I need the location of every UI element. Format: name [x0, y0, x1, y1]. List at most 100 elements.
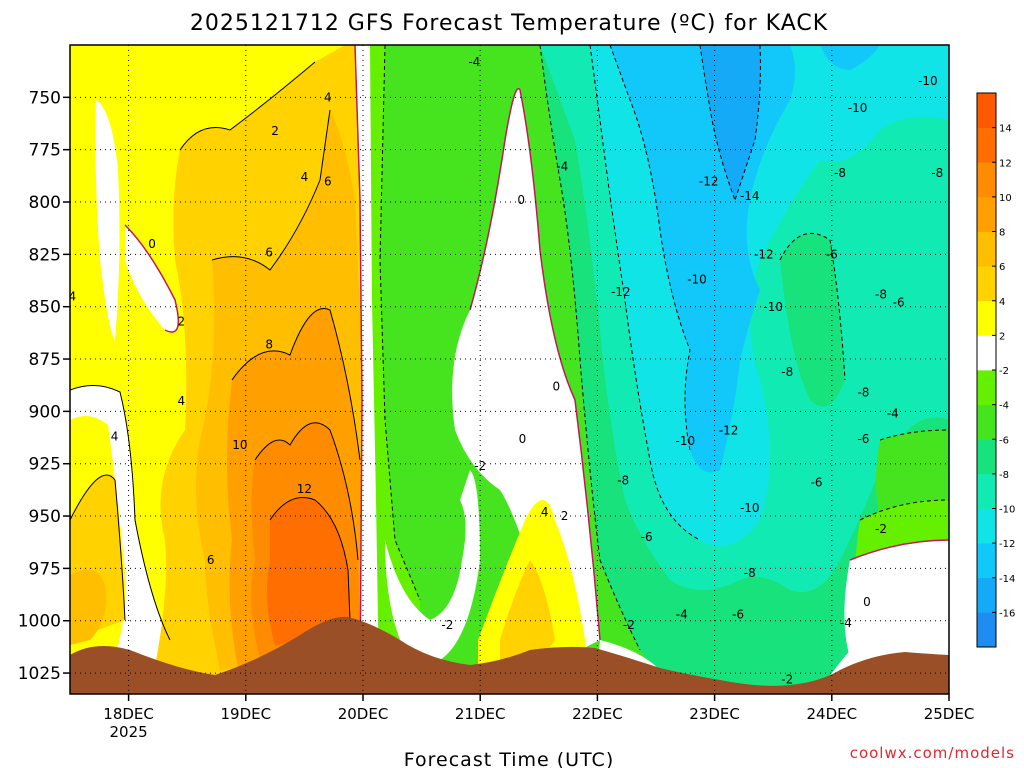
y-tick-label: 925 — [29, 455, 61, 475]
contour-label: -12 — [611, 285, 631, 299]
cold-band-minus12-right — [820, 45, 880, 70]
colorbar-swatch — [977, 300, 996, 336]
contour-line-cold — [609, 45, 691, 451]
colorbar-label: 14 — [999, 124, 1012, 135]
contour-label: -10 — [848, 101, 868, 115]
colorbar-swatch — [977, 127, 996, 163]
contour-label: -4 — [840, 616, 852, 630]
contour-label: 0 — [148, 237, 156, 251]
colorbar-label: -2 — [999, 366, 1009, 377]
x-axis-label: Forecast Time (UTC) — [404, 749, 614, 768]
colorbar-swatch — [977, 196, 996, 232]
contour-label: 4 — [111, 430, 119, 444]
colorbar-swatch — [977, 93, 996, 129]
contour-label: -12 — [754, 248, 774, 262]
contour-line-warm — [231, 308, 361, 461]
contour-label: 4 — [69, 289, 77, 303]
contour-label: -12 — [699, 174, 719, 188]
contour-line-warm — [269, 497, 351, 621]
contour-label: -10 — [687, 273, 707, 287]
contour-label: -14 — [740, 189, 760, 203]
contour-label: 10 — [232, 438, 247, 452]
colorbar-swatch — [977, 370, 996, 406]
contour-label: -8 — [744, 566, 756, 580]
contour-label: -10 — [763, 300, 783, 314]
contour-lines-dashed — [379, 45, 949, 651]
contour-line-warm — [179, 61, 316, 151]
colorbar-swatch — [977, 162, 996, 198]
contour-label: -6 — [893, 296, 905, 310]
plot-frame — [69, 44, 950, 695]
contour-label: 0 — [863, 595, 871, 609]
y-tick-label: 1000 — [18, 612, 61, 632]
contour-line-cold — [859, 499, 949, 521]
cold-white-right — [844, 540, 949, 680]
x-tick-year: 2025 — [110, 723, 148, 741]
y-tick-label: 950 — [29, 507, 61, 527]
contour-label: -6 — [811, 476, 823, 490]
contour-label: 4 — [301, 170, 309, 184]
contour-line-warm — [254, 422, 359, 561]
contour-label: -4 — [887, 407, 899, 421]
y-axis: 750 775 800 825 850 875 900 925 950 975 1000 1025 — [18, 88, 70, 684]
contour-label: -10 — [675, 434, 695, 448]
contour-label: 8 — [265, 338, 273, 352]
y-tick-label: 1025 — [18, 664, 61, 684]
contour-line-cold — [539, 45, 641, 651]
contour-label: 6 — [265, 245, 273, 259]
contour-label: 0 — [553, 379, 561, 393]
contour-label: -6 — [641, 530, 653, 544]
colorbar-swatch — [977, 508, 996, 544]
y-tick-label: 750 — [29, 88, 61, 108]
contour-label: -2 — [781, 673, 793, 687]
warm-white-strip-a — [95, 100, 120, 340]
contour-label: -10 — [918, 74, 938, 88]
contour-label: -2 — [474, 459, 486, 473]
x-tick-label: 19DEC — [221, 705, 272, 723]
contour-line-cold — [379, 45, 421, 601]
contour-label: -10 — [740, 501, 760, 515]
x-tick-label: 20DEC — [338, 705, 389, 723]
colorbar-swatch — [977, 335, 996, 371]
contour-label: 4 — [178, 394, 186, 408]
contour-lines — [70, 61, 361, 641]
contour-label: -8 — [781, 365, 793, 379]
contour-label: 2 — [178, 315, 186, 329]
colorbar-label: 8 — [999, 228, 1005, 239]
contour-line-cold — [589, 45, 701, 541]
cold-band-minus14 — [700, 45, 761, 200]
contour-label: -2 — [623, 618, 635, 632]
colorbar: -16 -14 -12 -10 -8 -6 -4 -2 2 4 6 8 10 12 14 — [976, 92, 1015, 648]
y-tick-label: 775 — [29, 141, 61, 161]
colorbar-label: -10 — [999, 505, 1015, 516]
colorbar-swatch — [977, 266, 996, 302]
freezing-line — [469, 87, 601, 641]
x-tick-label: 22DEC — [572, 705, 623, 723]
y-tick-label: 825 — [29, 245, 61, 265]
y-tick-label: 875 — [29, 350, 61, 370]
contour-label: -8 — [617, 474, 629, 488]
x-tick-label: 24DEC — [807, 705, 858, 723]
x-tick-label: 21DEC — [455, 705, 506, 723]
contour-label: 0 — [519, 432, 527, 446]
contour-label: 2 — [561, 509, 569, 523]
colorbar-label: 10 — [999, 193, 1012, 204]
colorbar-label: -16 — [999, 608, 1015, 619]
credit-text[interactable]: coolwx.com/models — [850, 744, 1015, 762]
warm-band-12 — [266, 497, 350, 645]
contour-label: -6 — [732, 608, 744, 622]
y-tick-label: 850 — [29, 298, 61, 318]
contour-label: -4 — [556, 160, 568, 174]
chart-title: 2025121712 GFS Forecast Temperature (ºC)… — [190, 11, 828, 36]
contour-line-warm — [70, 474, 126, 621]
contour-line-warm — [70, 385, 171, 641]
freezing-line — [354, 45, 363, 691]
freezing-lines — [124, 45, 949, 691]
colorbar-label: -12 — [999, 539, 1015, 550]
colorbar-swatch — [977, 439, 996, 475]
colorbar-label: 4 — [999, 297, 1005, 308]
contour-label: -4 — [676, 608, 688, 622]
contour-label: -6 — [857, 432, 869, 446]
warm-white-strip-b — [125, 225, 179, 332]
